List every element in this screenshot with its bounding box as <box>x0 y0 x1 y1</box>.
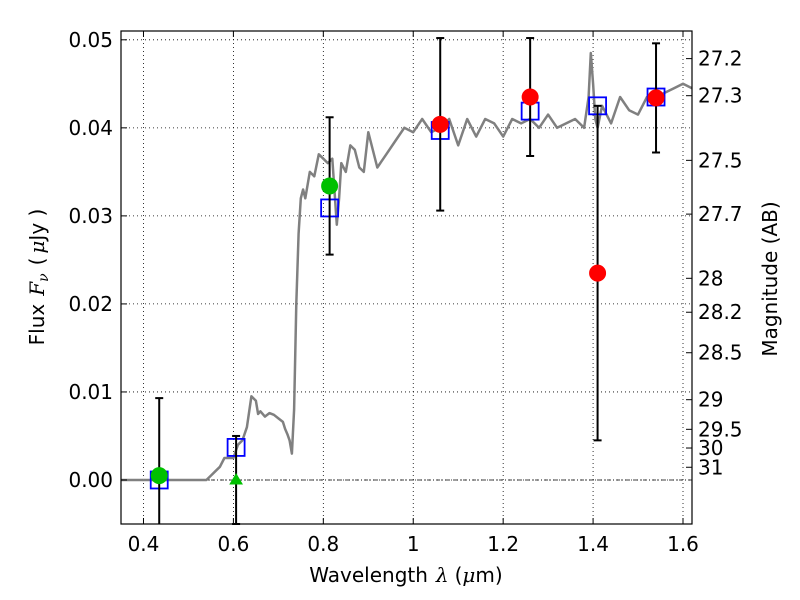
y-tick-label: 0.05 <box>68 28 113 52</box>
magnitude-tick-label: 27.3 <box>698 84 743 108</box>
x-tick-label: 0.8 <box>307 532 339 556</box>
x-tick-label: 1 <box>407 532 420 556</box>
x-tick-label: 0.4 <box>128 532 160 556</box>
magnitude-tick-label: 27.5 <box>698 148 743 172</box>
magnitude-tick-label: 29 <box>698 388 723 412</box>
x-tick-label: 1.4 <box>577 532 609 556</box>
model-spectrum <box>121 51 693 482</box>
y-tick-label: 0.04 <box>68 116 113 140</box>
observed-point <box>150 467 168 485</box>
observed-points <box>150 88 665 485</box>
y-tick-label: 0.02 <box>68 292 113 316</box>
observed-point <box>647 89 665 107</box>
observed-point <box>521 88 539 106</box>
magnitude-axis-title: Magnitude (AB) <box>758 201 782 356</box>
x-tick-label: 1.6 <box>667 532 699 556</box>
x-tick-label: 1.2 <box>487 532 519 556</box>
x-axis-title: Wavelength λ (μm) <box>309 563 502 587</box>
x-tick-label: 0.6 <box>217 532 249 556</box>
observed-point <box>589 264 607 282</box>
y-tick-label: 0.00 <box>68 468 113 492</box>
y-axis-ticks: 0.00 0.01 0.02 0.03 0.04 0.05 <box>68 28 127 492</box>
magnitude-tick-label: 27.7 <box>698 202 743 226</box>
y-axis-title: FluxFν(μJy ) <box>25 209 52 346</box>
magnitude-tick-label: 30 <box>698 436 723 460</box>
x-axis-ticks: 0.4 0.6 0.8 1 1.2 1.4 1.6 <box>128 31 699 556</box>
observed-point <box>431 115 449 133</box>
magnitude-tick-label: 31 <box>698 455 723 479</box>
spectrum-line <box>121 51 693 482</box>
magnitude-tick-label: 29.5 <box>698 417 743 441</box>
magnitude-tick-label: 27.2 <box>698 47 743 71</box>
magnitude-tick-label: 28.2 <box>698 300 743 324</box>
observed-point <box>321 177 339 195</box>
magnitude-tick-label: 28 <box>698 266 723 290</box>
magnitude-tick-label: 28.5 <box>698 341 743 365</box>
observed-upper-limit <box>229 473 243 485</box>
y-tick-label: 0.01 <box>68 380 113 404</box>
plot-frame <box>120 30 693 525</box>
y-tick-label: 0.03 <box>68 204 113 228</box>
